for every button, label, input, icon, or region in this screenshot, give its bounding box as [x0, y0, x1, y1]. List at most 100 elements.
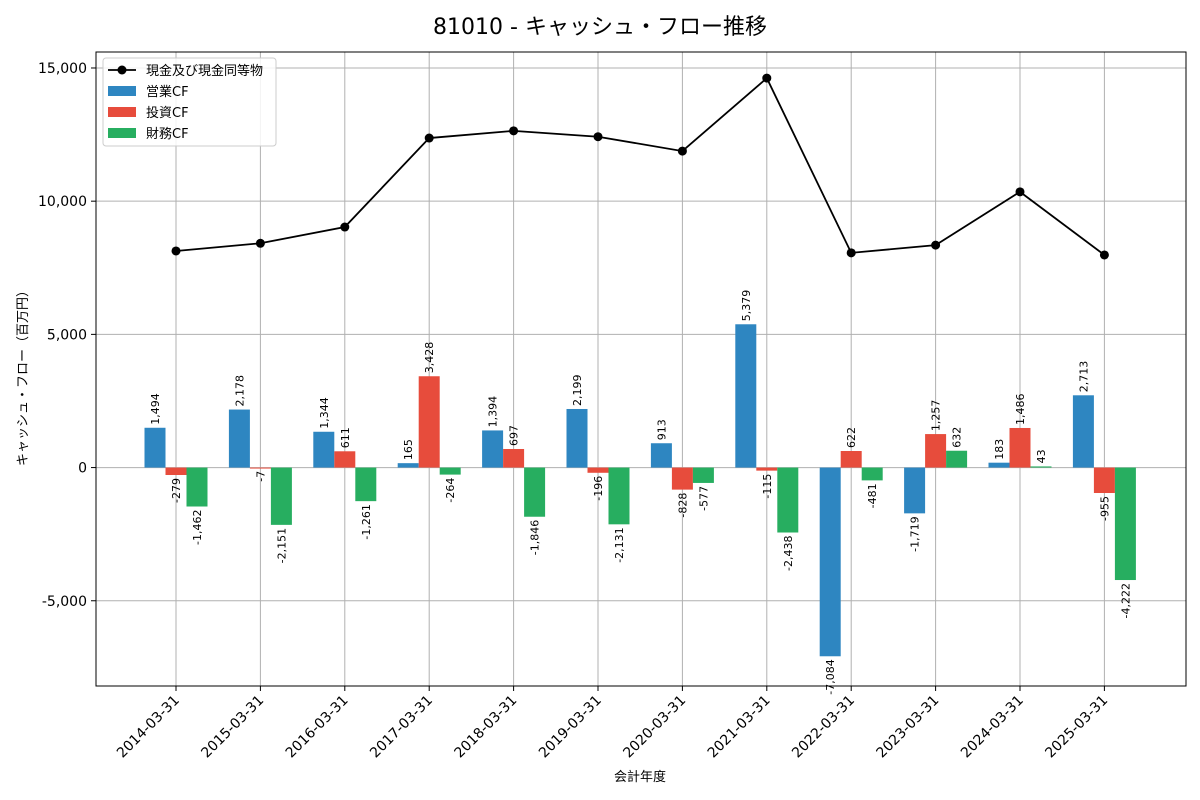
- bar-data-label: 697: [508, 425, 521, 446]
- cash-point: [593, 132, 603, 142]
- bar-財務CF: [1114, 467, 1136, 581]
- line-layer: [171, 73, 1109, 260]
- bar-投資CF: [1093, 467, 1115, 494]
- bar-data-label: -115: [761, 474, 774, 499]
- bar-営業CF: [482, 430, 504, 468]
- bar-営業CF: [988, 462, 1010, 468]
- bar-財務CF: [355, 467, 377, 502]
- bar-営業CF: [1072, 395, 1094, 468]
- bar-data-label: 632: [951, 427, 964, 448]
- cash-point: [846, 248, 856, 258]
- bar-財務CF: [608, 467, 630, 525]
- bar-財務CF: [1030, 466, 1052, 468]
- y-tick-label: 15,000: [38, 61, 87, 77]
- legend-label: 投資CF: [146, 105, 189, 121]
- bar-投資CF: [249, 467, 271, 469]
- x-tick-label: 2022-03-31: [789, 693, 858, 762]
- cash-point: [677, 146, 687, 156]
- bar-data-label: -955: [1098, 496, 1111, 521]
- bar-data-label: 5,379: [740, 290, 753, 322]
- legend-label: 現金及び現金同等物: [146, 63, 263, 79]
- cash-point: [424, 133, 434, 143]
- cash-point: [931, 240, 941, 250]
- bar-投資CF: [165, 467, 187, 475]
- legend-swatch: [108, 86, 136, 96]
- bar-財務CF: [777, 467, 799, 533]
- bar-投資CF: [418, 376, 440, 468]
- bar-投資CF: [1009, 427, 1031, 468]
- bar-data-label: 611: [339, 427, 352, 448]
- bar-data-label: -2,131: [613, 527, 626, 562]
- bar-data-label: 1,344: [318, 397, 331, 429]
- legend-box: [102, 57, 277, 147]
- bar-data-label: -279: [170, 478, 183, 503]
- bar-財務CF: [946, 450, 968, 468]
- legend-swatch: [108, 128, 136, 138]
- bar-data-label: 2,178: [233, 375, 246, 407]
- x-tick-label: 2014-03-31: [114, 693, 183, 762]
- x-tick-label: 2019-03-31: [536, 693, 605, 762]
- bar-営業CF: [904, 467, 926, 514]
- bar-data-label: 1,494: [149, 393, 162, 425]
- bar-投資CF: [756, 467, 778, 471]
- bar-財務CF: [270, 467, 292, 525]
- bar-data-label: -1,719: [909, 516, 922, 551]
- cash-point: [171, 246, 181, 256]
- bar-data-label: -7,084: [824, 659, 837, 694]
- bar-data-label: -828: [676, 493, 689, 518]
- x-axis-label: 会計年度: [614, 769, 666, 785]
- bar-財務CF: [186, 467, 208, 507]
- bar-data-label: -4,222: [1119, 583, 1132, 618]
- bar-data-label: -577: [697, 486, 710, 511]
- x-tick-label: 2024-03-31: [958, 693, 1027, 762]
- bar-財務CF: [692, 467, 714, 483]
- bar-data-label: 165: [402, 439, 415, 460]
- bar-営業CF: [650, 443, 672, 468]
- y-tick-label: 0: [78, 461, 87, 477]
- bar-営業CF: [397, 463, 419, 468]
- bar-投資CF: [840, 450, 862, 468]
- legend-marker: [117, 65, 127, 75]
- bar-data-label: 1,486: [1014, 393, 1027, 425]
- cash-point: [340, 222, 350, 232]
- x-tick-label: 2016-03-31: [283, 693, 352, 762]
- bar-data-label: -264: [444, 478, 457, 503]
- legend-label: 財務CF: [146, 127, 189, 142]
- bar-data-label: 2,199: [571, 374, 584, 406]
- x-tick-label: 2017-03-31: [367, 693, 436, 762]
- bar-data-label: 183: [993, 439, 1006, 460]
- cash-point: [1099, 250, 1109, 260]
- x-tick-label: 2023-03-31: [874, 693, 943, 762]
- bar-data-label: 43: [1035, 449, 1048, 463]
- bar-layer: [144, 324, 1136, 657]
- bar-財務CF: [439, 467, 461, 475]
- bar-投資CF: [503, 448, 525, 468]
- bar-財務CF: [524, 467, 546, 517]
- bar-data-label: 3,428: [423, 342, 436, 374]
- bar-営業CF: [735, 324, 757, 468]
- bar-営業CF: [819, 467, 841, 657]
- bar-data-label: 913: [655, 419, 668, 440]
- legend-label: 営業CF: [146, 84, 189, 100]
- bar-営業CF: [144, 427, 166, 468]
- bar-data-label: -7: [254, 471, 267, 482]
- x-tick-label: 2021-03-31: [705, 693, 774, 762]
- cash-point: [762, 73, 772, 83]
- label-layer: 1,494 2,178 1,344 165 1,394 2,199 913 5,379 -7,0…: [149, 290, 1132, 695]
- x-tick-label: 2018-03-31: [452, 693, 521, 762]
- bar-data-label: -1,462: [191, 510, 204, 545]
- bar-営業CF: [313, 431, 335, 468]
- x-tick-label: 2025-03-31: [1042, 693, 1111, 762]
- bar-営業CF: [228, 409, 250, 468]
- x-tick-label: 2020-03-31: [620, 693, 689, 762]
- bar-投資CF: [587, 467, 609, 473]
- bar-data-label: -2,438: [782, 536, 795, 571]
- bar-data-label: 1,257: [930, 400, 943, 432]
- plot-frame: [95, 51, 1187, 687]
- bar-data-label: 2,713: [1077, 361, 1090, 393]
- bar-財務CF: [861, 467, 883, 481]
- bar-投資CF: [925, 434, 947, 468]
- bar-data-label: -481: [866, 483, 879, 508]
- cash-point: [1015, 187, 1025, 197]
